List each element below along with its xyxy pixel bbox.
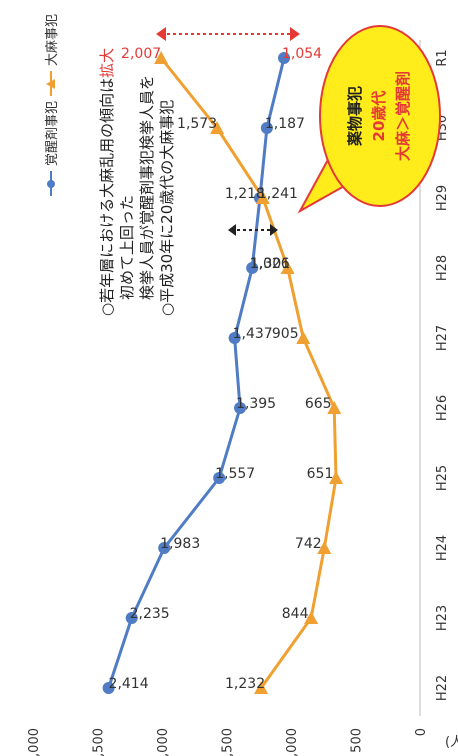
y-unit-label: (人) [445,735,458,750]
cann-data-label: 2,007 [121,46,161,62]
legend: 覚醒剤事犯 大麻事犯 [44,14,60,196]
cann-data-label: 905 [272,326,299,342]
data-point [210,121,225,134]
data-point [213,472,226,484]
data-point [228,332,241,344]
stim-data-label: 1,395 [236,396,276,412]
legend-cann-label: 大麻事犯 [45,14,60,66]
annotation-notes: ○平成30年に20歳代の大麻事犯 検挙人員が覚醒剤事犯検挙人員を 初めて上回った… [98,48,176,316]
data-point [158,542,171,554]
series-stim [102,52,291,694]
bubble-line1: 薬物事犯 [346,86,364,147]
stim-data-label: 1,557 [215,466,255,482]
y-tick-label: 2,000 [156,728,171,756]
cann-data-label: 742 [295,536,322,552]
bubble-line3: 大麻＞覚醒剤 [394,71,412,161]
y-tick-label: 500 [350,728,365,753]
series-line [159,57,338,689]
cann-data-label: 651 [307,466,334,482]
x-tick-label: H28 [435,255,450,281]
data-point [102,682,115,694]
y-tick-label: 1,000 [285,728,300,756]
note-line3: 初めて上回った [118,195,136,300]
stim-data-label: 2,414 [109,676,149,692]
stim-data-label: 2,235 [130,606,170,622]
stim-data-label: 1,187 [265,116,305,132]
cann-data-label: 1,218 [225,186,265,202]
legend-stim-marker [47,180,55,188]
cann-data-label: 665 [305,396,332,412]
x-tick-label: H23 [435,605,450,631]
data-point [304,611,319,624]
red-arrow-head-bottom [156,27,166,41]
x-tick-label: H25 [435,465,450,491]
data-point [254,681,269,694]
note-line4-prefix: ○若年層における大麻乱用の傾向は [98,78,116,316]
data-point [154,51,169,64]
data-point [317,541,332,554]
note-line4: ○若年層における大麻乱用の傾向は拡大 [98,48,116,316]
cann-data-label: 1,573 [177,116,217,132]
x-tick-label: H24 [435,535,450,561]
note-line1: ○平成30年に20歳代の大麻事犯 [158,100,176,316]
data-point [125,612,138,624]
y-axis: 0 500 1,000 1,500 2,000 2,500 3,000 [27,728,429,756]
y-tick-label: 1,500 [221,728,236,756]
note-line2: 検挙人員が覚醒剤事犯検挙人員を [138,75,156,300]
stim-data-label: 1,301 [250,256,290,272]
note-highlight: 拡大 [98,48,116,78]
data-point [255,191,270,204]
callout-bubble: 薬物事犯 20歳代 大麻＞覚醒剤 [297,25,441,214]
stim-data-label: 1,054 [282,46,322,62]
data-point [329,471,344,484]
red-arrow-head-top [290,27,300,41]
data-point [327,401,342,414]
stim-data-label: 1,437 [233,326,273,342]
series-cann [154,51,344,694]
black-arrow-head-bottom [228,224,236,236]
data-point [234,402,247,414]
stim-data-label: 1,241 [258,186,298,202]
callout-ellipse [319,25,441,207]
x-tick-label: H29 [435,185,450,211]
y-tick-label: 0 [414,728,429,736]
cann-data-label: 1,026 [250,256,290,272]
data-point [296,331,311,344]
data-point [246,262,259,274]
data-labels: 2,414 2,235 1,983 1,557 1,395 1,437 1,301 1,241… [109,46,334,692]
y-tick-label: 3,000 [27,728,42,756]
x-tick-label: H27 [435,325,450,351]
x-tick-label: R1 [435,49,450,66]
cann-data-label: 1,232 [225,676,265,692]
x-tick-label: H22 [435,675,450,701]
legend-stim-label: 覚醒剤事犯 [44,101,60,166]
legend-cann-marker [46,79,55,89]
data-point [278,52,291,64]
y-tick-label: 2,500 [92,728,107,756]
data-point [260,122,273,134]
data-point [280,261,295,274]
bubble-line2: 20歳代 [370,91,388,142]
black-arrow-head-top [270,224,278,236]
cann-data-label: 844 [282,606,309,622]
series-line [107,57,286,689]
x-tick-label: H26 [435,395,450,421]
stim-data-label: 1,983 [160,536,200,552]
